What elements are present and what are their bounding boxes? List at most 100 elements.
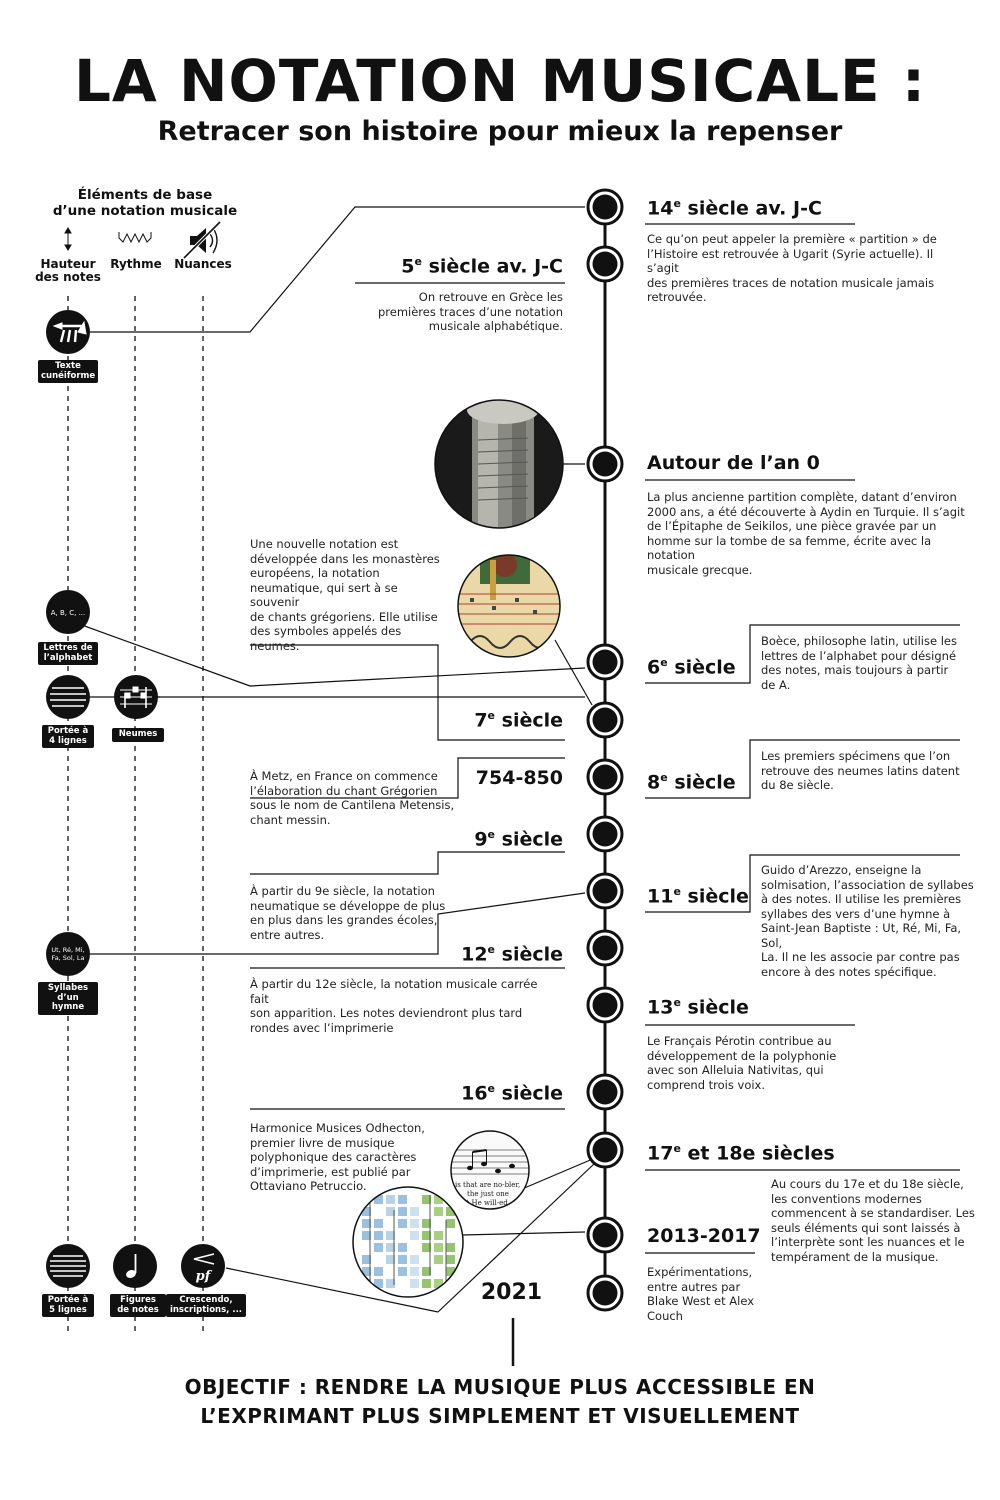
grid-cell bbox=[422, 1195, 431, 1204]
timeline-node bbox=[586, 445, 624, 483]
grid-cell bbox=[410, 1219, 419, 1228]
event-heading-754-850: 754-850 bbox=[475, 767, 563, 789]
desc-line: On retrouve en Grèce les bbox=[418, 290, 563, 304]
caption-cuneiform-line1: Texte bbox=[55, 361, 81, 371]
timeline-node bbox=[586, 1216, 624, 1254]
event-desc-14e-siecle-av-jc: Ce qu’on peut appeler la première « part… bbox=[647, 232, 967, 305]
desc-line: de A. bbox=[761, 677, 791, 692]
desc-line: Le Français Pérotin contribue au bbox=[647, 1034, 832, 1048]
desc-line: d’imprimerie, est publié par bbox=[250, 1164, 411, 1179]
grid-cell bbox=[446, 1219, 455, 1228]
timeline-node bbox=[586, 986, 624, 1024]
event-desc-an-0: La plus ancienne partition complète, dat… bbox=[647, 490, 967, 577]
caption-staff-5: Portée à 5 lignes bbox=[42, 1294, 94, 1317]
event-desc-13e-siecle: Le Français Pérotin contribue au développ… bbox=[647, 1034, 847, 1092]
desc-line: l’interprète sont les nuances et le bbox=[771, 1235, 965, 1249]
grid-cell bbox=[446, 1207, 455, 1216]
desc-line: de l’Épitaphe de Seikilos, une pièce gra… bbox=[647, 519, 937, 533]
grid-cell bbox=[374, 1267, 383, 1276]
dashed-guides bbox=[67, 296, 204, 1336]
caption-crescendo-line2: inscriptions, ... bbox=[169, 1304, 243, 1315]
printed-sheet-photo: is that are no-bler, the just one that H… bbox=[451, 1131, 529, 1209]
grid-cell bbox=[386, 1243, 395, 1252]
label-pitch-line1: Hauteur bbox=[40, 257, 96, 271]
event-desc-6e-siecle: Boèce, philosophe latin, utilise les lett… bbox=[761, 634, 971, 692]
grid-cell bbox=[434, 1231, 443, 1240]
desc-line: homme sur la tombe de sa femme, écrite a… bbox=[647, 533, 932, 563]
event-heading-17e-18e-siecles: 17e et 18e siècles bbox=[647, 1142, 835, 1165]
event-heading-5e-siecle-av-jc: 5e siècle av. J-C bbox=[401, 255, 563, 278]
grid-cell bbox=[410, 1207, 419, 1216]
event-heading-8e-siecle: 8e siècle bbox=[647, 771, 736, 794]
letters-icon-text: A, B, C, ... bbox=[51, 609, 86, 617]
grid-cell bbox=[422, 1279, 431, 1288]
grid-cell bbox=[434, 1195, 443, 1204]
timeline-node bbox=[586, 1131, 624, 1169]
grid-cell bbox=[362, 1207, 371, 1216]
objective-statement: OBJECTIF : RENDRE LA MUSIQUE PLUS ACCESS… bbox=[0, 1373, 1000, 1431]
desc-line: retrouvée. bbox=[647, 290, 707, 304]
caption-staff-5-line1: Portée à bbox=[47, 1295, 89, 1305]
caption-letters-line1: Lettres de bbox=[43, 643, 93, 653]
desc-line: Boèce, philosophe latin, utilise les bbox=[761, 634, 957, 648]
event-heading-9e-siecle: 9e siècle bbox=[474, 828, 563, 851]
desc-line: À partir du 12e siècle, la notation musi… bbox=[250, 977, 538, 1006]
desc-line: Expérimentations, bbox=[647, 1265, 753, 1279]
caption-syllables-line1: Syllabes bbox=[47, 983, 89, 993]
desc-line: Les premiers spécimens que l’on bbox=[761, 749, 951, 763]
objective-line1: OBJECTIF : RENDRE LA MUSIQUE PLUS ACCESS… bbox=[184, 1375, 816, 1399]
grid-cell bbox=[422, 1219, 431, 1228]
event-heading-2021: 2021 bbox=[480, 1280, 543, 1305]
up-down-arrow-icon bbox=[64, 227, 72, 251]
desc-line: l’élaboration du chant Grégorien bbox=[250, 783, 438, 798]
grid-cell bbox=[374, 1279, 383, 1288]
timeline-node bbox=[586, 872, 624, 910]
desc-line: Au cours du 17e et du 18e siècle, bbox=[771, 1177, 964, 1191]
desc-line: neumes. bbox=[250, 638, 300, 653]
desc-line: premier livre de musique bbox=[250, 1135, 395, 1150]
desc-line: syllabes des vers d’une hymne à bbox=[761, 906, 951, 921]
label-rhythm: Rythme bbox=[110, 257, 162, 271]
grid-cell bbox=[386, 1207, 395, 1216]
desc-line: entre autres par bbox=[647, 1279, 741, 1294]
caption-note-figures: Figures de notes bbox=[110, 1294, 166, 1317]
caption-cuneiform: Texte cunéiforme bbox=[38, 360, 98, 383]
desc-line: entre autres. bbox=[250, 927, 325, 942]
grid-cell bbox=[362, 1255, 371, 1264]
badge-neumes bbox=[114, 675, 158, 719]
sheet-lyrics-1: is that are no-bler, bbox=[455, 1181, 520, 1189]
timeline-node bbox=[586, 1274, 624, 1312]
caption-staff-5-line2: 5 lignes bbox=[49, 1304, 87, 1315]
grid-cell bbox=[398, 1243, 407, 1252]
event-desc-754-850: À Metz, en France on commence l’élaborati… bbox=[250, 769, 455, 827]
desc-line: seuls éléments qui sont laissés à bbox=[771, 1220, 961, 1235]
desc-line: La. Il ne les associe par contre pas bbox=[761, 950, 960, 964]
label-pitch: Hauteur des notes bbox=[28, 258, 108, 284]
event-desc-11e-siecle: Guido d’Arezzo, enseigne la solmisation, … bbox=[761, 863, 976, 979]
event-heading-7e-siecle: 7e siècle bbox=[474, 709, 563, 732]
caption-staff-4-line2: 4 lignes bbox=[49, 735, 87, 746]
badge-letters: A, B, C, ... bbox=[46, 590, 90, 634]
neume-manuscript-photo bbox=[458, 555, 560, 657]
event-desc-16e-siecle: Harmonice Musices Odhecton, premier livre… bbox=[250, 1121, 430, 1194]
timeline-node bbox=[586, 643, 624, 681]
desc-line: de chants grégoriens. Elle utilise bbox=[250, 609, 438, 624]
caption-neumes: Neumes bbox=[112, 728, 164, 742]
desc-line: neumatique, qui sert à se souvenir bbox=[250, 580, 398, 610]
base-elements-heading: Éléments de base d’une notation musicale bbox=[40, 187, 250, 219]
sheet-lyrics-3: that He will-ed bbox=[455, 1199, 508, 1207]
desc-line: européens, la notation bbox=[250, 566, 380, 580]
event-heading-11e-siecle: 11e siècle bbox=[647, 885, 749, 908]
syllables-icon-text-2: Fa, Sol, La bbox=[52, 954, 85, 962]
timeline-node bbox=[586, 245, 624, 283]
grid-cell bbox=[386, 1279, 395, 1288]
grid-cell bbox=[446, 1243, 455, 1252]
badge-cuneiform bbox=[46, 310, 90, 354]
desc-line: comprend trois voix. bbox=[647, 1077, 766, 1092]
timeline-node bbox=[586, 929, 624, 967]
syllables-icon-text-1: Ut, Ré, Mi, bbox=[51, 946, 84, 954]
event-desc-5e-siecle-av-jc: On retrouve en Grèce les premières traces… bbox=[355, 290, 563, 334]
desc-line: chant messin. bbox=[250, 812, 331, 827]
desc-line: à des notes. Il utilise les premières bbox=[761, 892, 962, 906]
desc-line: rondes avec l’imprimerie bbox=[250, 1020, 394, 1035]
